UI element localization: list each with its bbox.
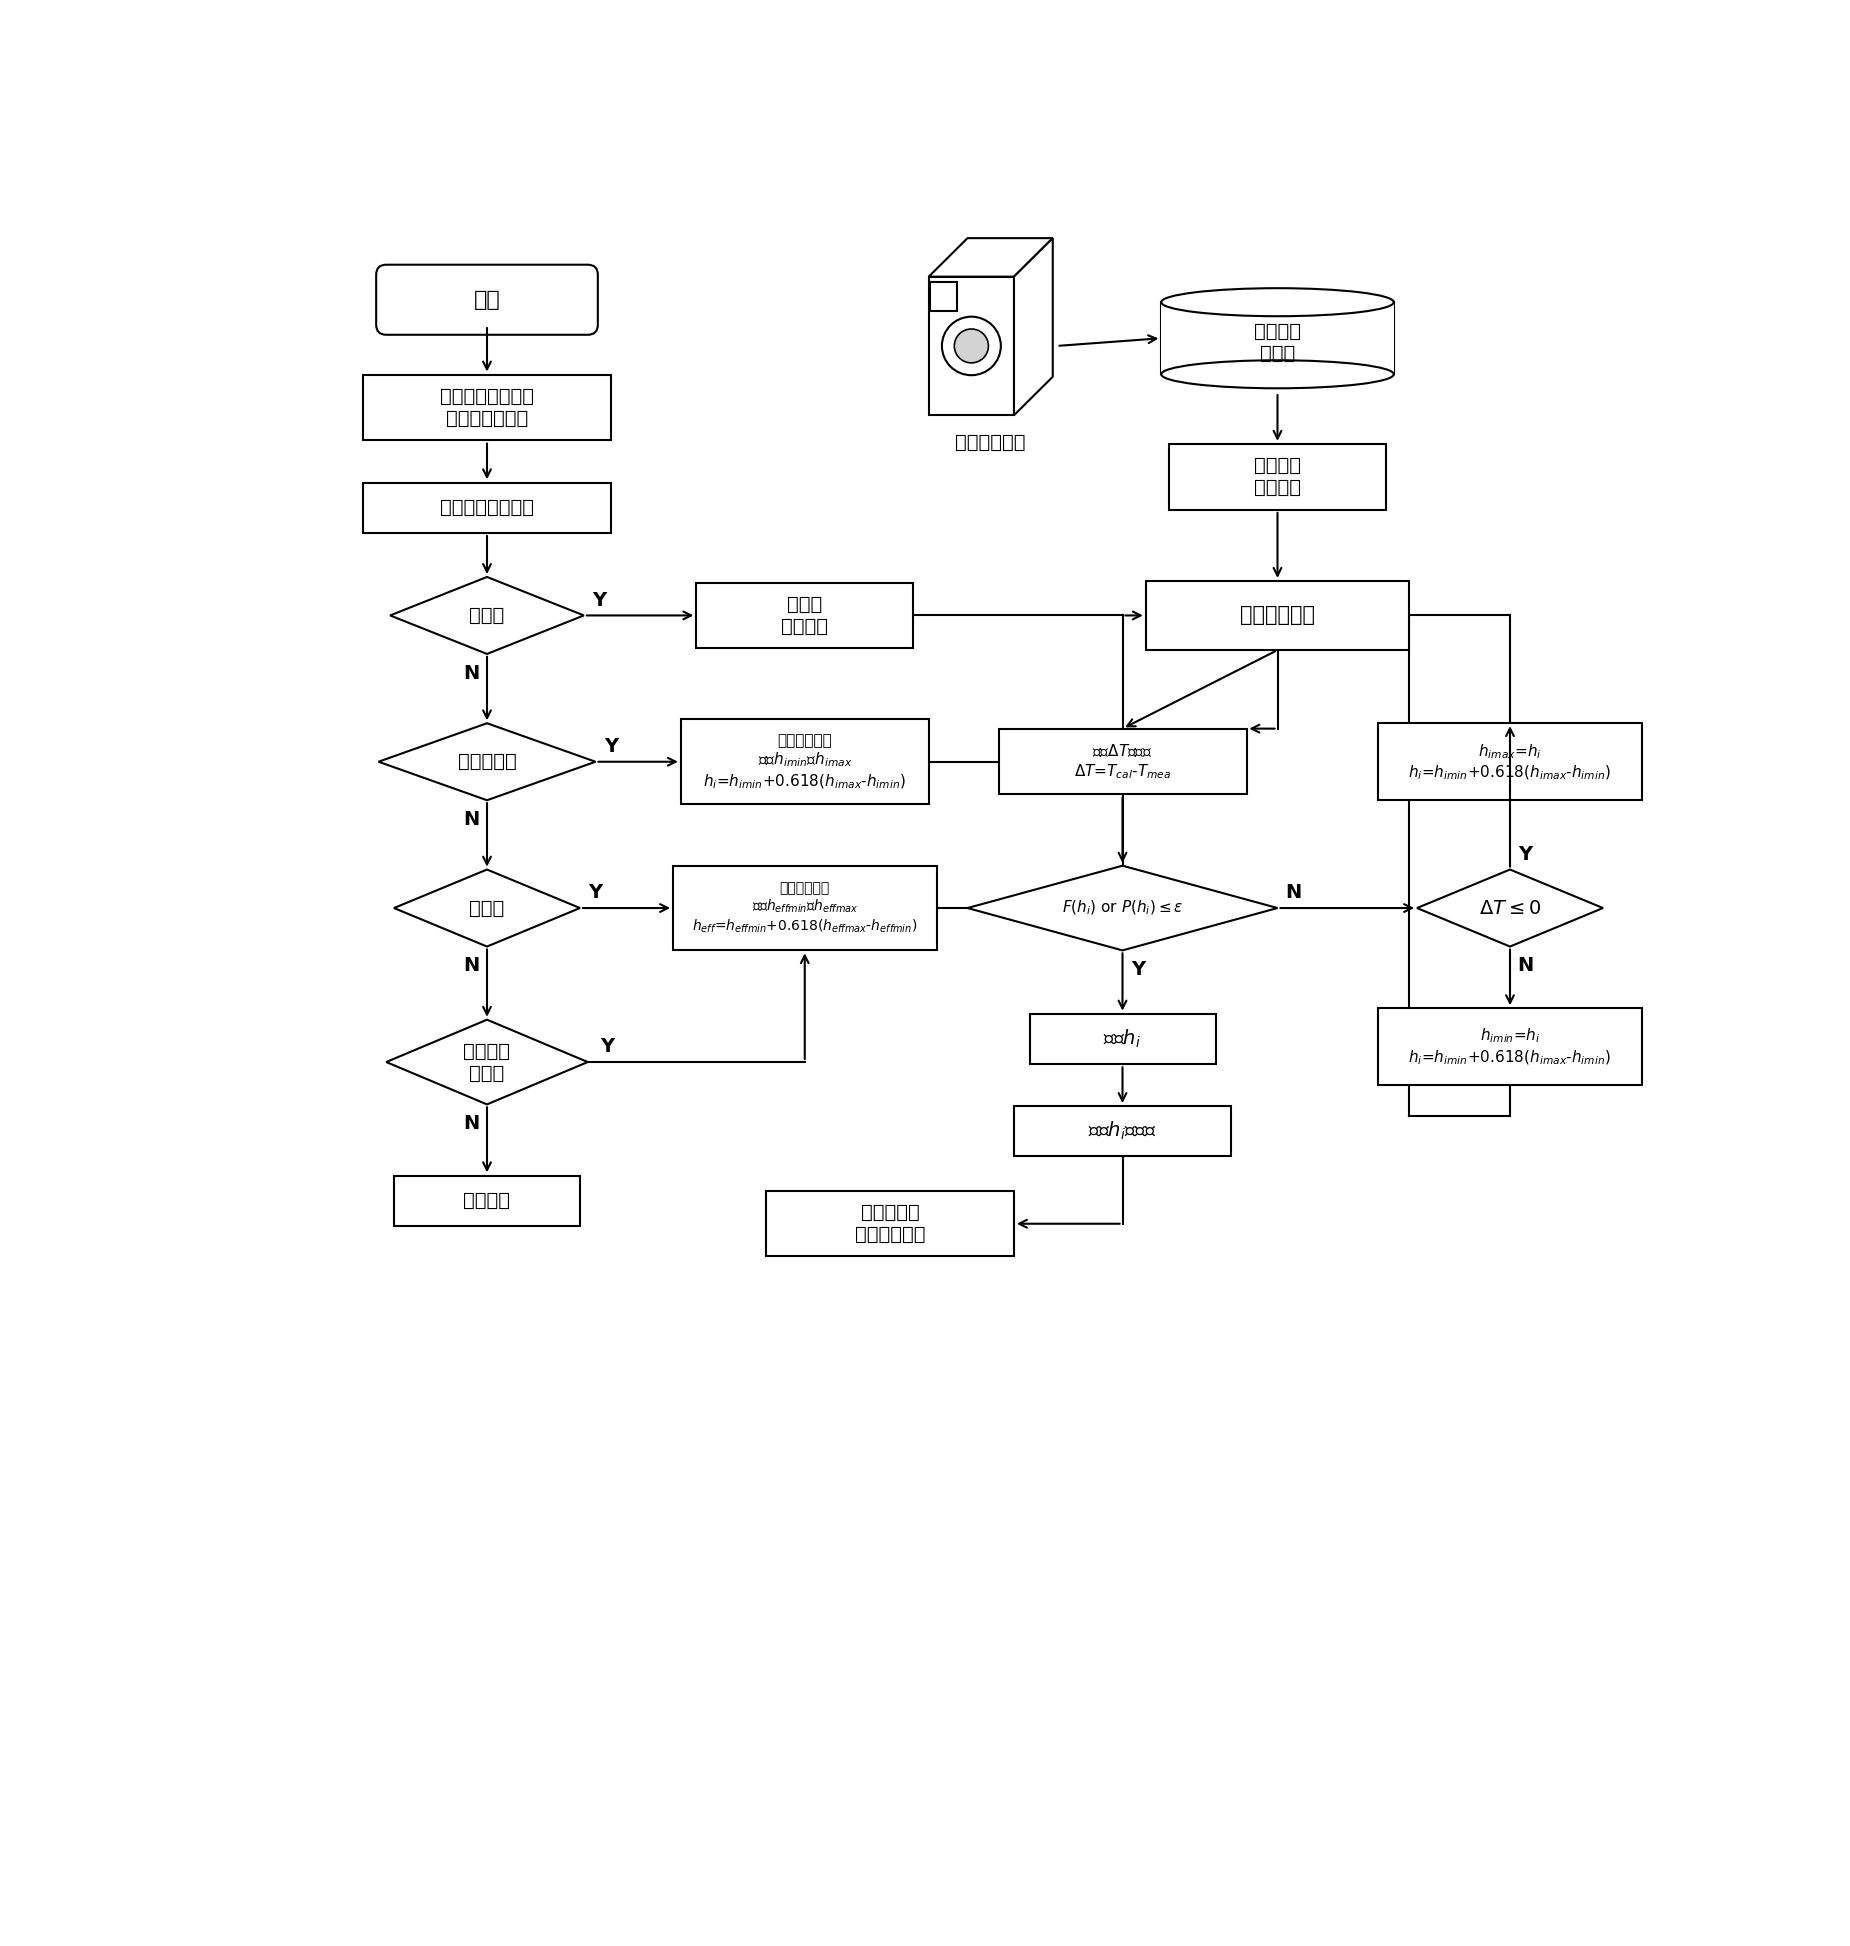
Text: 二冷区各段: 二冷区各段 — [457, 753, 516, 771]
Bar — [929, 276, 1014, 414]
Bar — [673, 866, 936, 950]
Text: Y: Y — [1130, 959, 1145, 979]
Bar — [1014, 1107, 1230, 1156]
Bar — [1378, 1008, 1641, 1086]
FancyBboxPatch shape — [376, 265, 598, 335]
Polygon shape — [1417, 870, 1602, 946]
Polygon shape — [968, 866, 1278, 950]
Bar — [1029, 1014, 1215, 1064]
Text: Y: Y — [588, 883, 603, 903]
Bar — [1145, 580, 1410, 650]
Text: 最后一个
拉矫辊: 最后一个 拉矫辊 — [464, 1041, 511, 1082]
Text: 空冷区: 空冷区 — [470, 899, 505, 919]
Text: N: N — [462, 664, 479, 683]
Bar — [363, 483, 610, 533]
Text: N: N — [1286, 883, 1301, 903]
Text: N: N — [462, 1115, 479, 1133]
Text: N: N — [1517, 955, 1534, 975]
Text: Y: Y — [1519, 845, 1532, 864]
Polygon shape — [379, 724, 596, 800]
Text: 根据经验公式
给出$h_{imin}$和$h_{imax}$
$h_i$=$h_{imin}$+0.618($h_{imax}$-$h_{imin}$): 根据经验公式 给出$h_{imin}$和$h_{imax}$ $h_i$=$h_… — [703, 734, 906, 790]
Bar — [363, 376, 610, 440]
Bar — [931, 282, 958, 311]
Polygon shape — [387, 1020, 588, 1105]
Circle shape — [942, 317, 1001, 376]
Text: 结晶器
边界条件: 结晶器 边界条件 — [781, 595, 829, 636]
Ellipse shape — [1162, 288, 1393, 315]
Text: 结晶器: 结晶器 — [470, 605, 505, 625]
Text: 拟合$h_i$表达式: 拟合$h_i$表达式 — [1088, 1121, 1156, 1142]
Bar — [696, 582, 914, 648]
Bar — [999, 730, 1247, 794]
Polygon shape — [929, 237, 1053, 276]
Bar — [1378, 724, 1641, 800]
Text: N: N — [462, 955, 479, 975]
Text: $\Delta T\leq0$: $\Delta T\leq0$ — [1478, 899, 1541, 919]
Text: 红外热成像仪: 红外热成像仪 — [955, 432, 1027, 451]
Polygon shape — [390, 576, 585, 654]
Polygon shape — [394, 870, 581, 946]
Text: Y: Y — [592, 590, 607, 609]
Text: 输出$h_i$: 输出$h_i$ — [1103, 1027, 1141, 1051]
Text: $h_{imin}$=$h_i$
$h_i$=$h_{imin}$+0.618($h_{imax}$-$h_{imin}$): $h_{imin}$=$h_i$ $h_i$=$h_{imin}$+0.618(… — [1408, 1027, 1611, 1066]
Text: 计算结束: 计算结束 — [464, 1191, 511, 1210]
Text: $h_{imax}$=$h_i$
$h_i$=$h_{imin}$+0.618($h_{imax}$-$h_{imin}$): $h_{imax}$=$h_i$ $h_i$=$h_{imin}$+0.618(… — [1408, 741, 1611, 782]
Text: Y: Y — [603, 738, 618, 755]
Text: Y: Y — [599, 1037, 614, 1057]
Bar — [1169, 444, 1386, 510]
Circle shape — [955, 329, 988, 362]
Text: 凝固传热模型: 凝固传热模型 — [1240, 605, 1315, 625]
Bar — [1162, 302, 1393, 374]
Text: 表面节点
实测温度: 表面节点 实测温度 — [1254, 457, 1301, 498]
Text: 开始: 开始 — [474, 290, 500, 309]
Bar — [394, 1175, 581, 1226]
Text: 判断$\Delta T$的大小
$\Delta T$=$T_{cal}$-$T_{mea}$: 判断$\Delta T$的大小 $\Delta T$=$T_{cal}$-$T_… — [1073, 743, 1171, 780]
Text: N: N — [462, 810, 479, 829]
Bar — [681, 720, 929, 804]
Text: 动态温度场
在线预测模型: 动态温度场 在线预测模型 — [855, 1203, 925, 1243]
Ellipse shape — [1162, 360, 1393, 389]
Text: $F(h_i)$ or $P(h_i)\leq\varepsilon$: $F(h_i)$ or $P(h_i)\leq\varepsilon$ — [1062, 899, 1184, 917]
Text: 根据等效公式
给出$h_{effmin}$和$h_{effmax}$
$h_{eff}$=$h_{effmin}$+0.618($h_{effmax}$-$h_: 根据等效公式 给出$h_{effmin}$和$h_{effmax}$ $h_{e… — [692, 882, 918, 934]
Text: 读入钢种物性参数
和浇铸工艺参数: 读入钢种物性参数 和浇铸工艺参数 — [440, 387, 535, 428]
Text: 判断跟踪单元位置: 判断跟踪单元位置 — [440, 498, 535, 518]
Polygon shape — [1014, 237, 1053, 414]
Bar — [766, 1191, 1014, 1257]
Text: 实测温度
数据库: 实测温度 数据库 — [1254, 321, 1301, 362]
